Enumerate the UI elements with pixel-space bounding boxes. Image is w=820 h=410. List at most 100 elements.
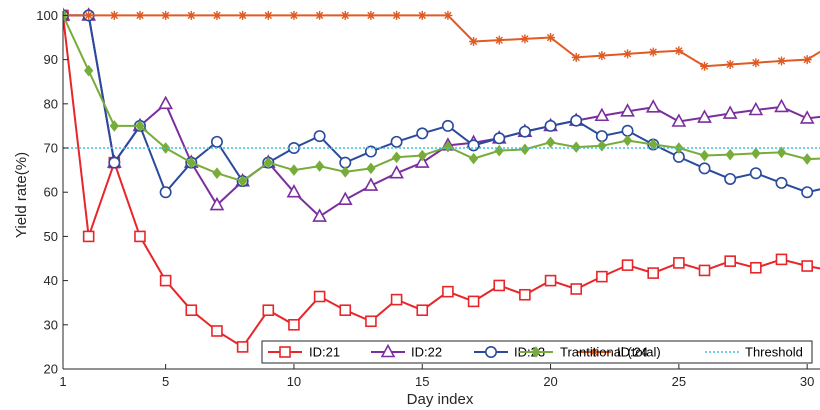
series-2-point-13 [363,177,379,191]
series-1-point-20 [544,274,557,287]
series-4-point-18 [494,35,504,45]
series-5-point-8 [237,175,248,187]
series-5-point-3 [109,120,119,132]
series-3-point-23 [621,124,634,137]
series-1-point-25 [673,257,685,269]
series-1-point-29 [775,253,788,266]
y-tick-label-30: 30 [44,317,58,332]
series-4 [63,10,820,71]
series-5-point-17 [468,152,479,165]
series-3-point-20 [544,119,557,132]
series-1-point-8 [236,341,249,353]
series-2-point-22 [594,107,610,122]
legend-marker-5 [531,346,541,358]
series-4-point-22 [597,51,607,61]
series-4-point-28 [751,58,761,68]
legend-label-4: ID:24 [617,345,648,360]
series-3-point-17 [467,139,480,152]
series-5-point-24 [648,138,658,151]
series-1-point-30 [801,260,813,272]
series-5-point-4 [135,120,145,132]
series-5-point-20 [545,136,556,149]
series-4-point-17 [469,36,479,46]
series-5 [63,9,820,187]
y-tick-label-40: 40 [44,273,58,288]
series-4-point-26 [700,61,710,71]
series-4-point-2 [84,10,94,20]
series-1-point-28 [750,261,762,274]
series-5-point-11 [314,160,325,172]
series-3-point-15 [416,127,429,140]
series-4-point-27 [725,59,735,69]
series-1-point-2 [82,230,95,243]
series-3-point-21 [570,114,583,127]
series-1-point-14 [390,293,403,306]
series-1-point-12 [339,304,352,317]
series-1-point-18 [493,279,506,292]
series-1-point-9 [262,304,275,317]
series-3-point-14 [390,135,403,148]
series-3-point-5 [159,186,172,199]
series-2-point-23 [620,103,635,117]
series-4-point-21 [571,52,581,62]
x-tick-label-20: 20 [543,374,557,389]
legend-label-1: ID:21 [309,345,340,360]
x-tick-label-5: 5 [162,374,169,389]
series-5-point-9 [263,156,273,169]
y-tick-label-80: 80 [44,96,58,111]
series-4-point-9 [263,10,273,20]
series-2-point-14 [389,165,404,179]
legend-label-2: ID:22 [411,345,442,360]
series-1 [63,9,820,353]
series-3-point-11 [313,130,326,143]
series-4-point-14 [392,10,402,20]
series-4-point-13 [366,10,376,20]
series-2-point-26 [697,109,712,123]
series-3-point-30 [801,186,814,199]
series-2-point-12 [337,191,353,206]
y-tick-label-70: 70 [44,141,58,156]
series-3-point-13 [364,145,377,158]
series-4-point-15 [417,10,427,20]
series-5-point-2 [84,64,94,77]
series-5-point-10 [289,164,299,176]
series-4-point-12 [340,10,350,20]
y-tick-label-50: 50 [44,229,58,244]
series-3-point-29 [775,176,788,189]
series-2-point-28 [748,101,764,116]
series-3-point-22 [595,130,608,143]
legend-marker-1 [279,346,291,358]
series-5-point-6 [186,156,196,169]
series-5-point-12 [340,166,350,178]
series-1-point-23 [621,259,634,271]
series-1-point-6 [185,304,198,317]
series-3-point-10 [287,142,300,155]
series-1-point-16 [442,285,454,298]
series-4-point-24 [648,47,658,57]
series-4-point-8 [238,10,248,20]
x-tick-label-15: 15 [415,374,429,389]
series-1-point-13 [365,315,377,328]
x-tick-label-25: 25 [672,374,686,389]
series-5-point-15 [417,149,427,162]
series-5-point-23 [622,134,633,147]
series-5-point-18 [494,144,504,157]
legend-entry-2: ID:22 [371,343,442,360]
series-4-point-3 [109,10,119,20]
series-5-point-30 [802,153,812,165]
series-1-point-24 [647,267,660,279]
y-tick-label-20: 20 [44,362,58,377]
y-tick-label-90: 90 [44,52,58,67]
x-axis-title: Day index [407,391,474,408]
legend-marker-4 [589,347,599,357]
series-4-point-20 [546,33,556,43]
legend-marker-2 [380,343,396,358]
series-3-point-26 [698,162,711,175]
series-5-point-27 [725,148,735,161]
series-3-point-3 [108,156,121,169]
series-3-point-7 [210,135,223,148]
series-4-point-30 [802,55,812,65]
legend-label-6: Threshold [745,345,803,360]
